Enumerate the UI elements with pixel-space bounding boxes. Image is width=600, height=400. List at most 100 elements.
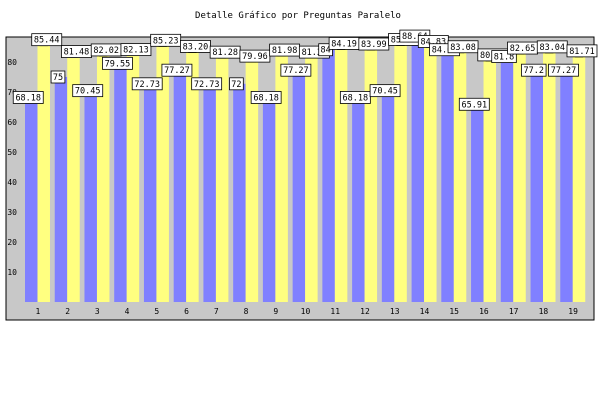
data-label-b-4: 82.13: [120, 43, 152, 57]
bar-a-14: [411, 36, 425, 303]
x-axis-ticks: 1 2 3 4 5 6 7 8 9 10 11 12 13 14 15 16 17 18 19: [35, 307, 578, 316]
svg-text:70.45: 70.45: [372, 87, 398, 97]
y-tick-label: 50: [7, 148, 17, 157]
data-label-a-5: 72.73: [131, 77, 163, 91]
bar-b-11: [334, 49, 348, 303]
y-tick-label: 40: [7, 178, 17, 187]
bar-a-13: [381, 90, 395, 303]
bar-b-9: [275, 56, 288, 303]
bar-a-15: [441, 49, 454, 303]
bar-a-12: [352, 97, 365, 303]
x-tick-label-16: 16: [479, 307, 489, 316]
bar-a-4: [114, 63, 127, 302]
data-label-b-19: 81.71: [566, 44, 598, 58]
data-label-b-3: 82.02: [90, 43, 122, 57]
bar-b-19: [572, 56, 586, 303]
svg-text:79.96: 79.96: [242, 52, 268, 62]
bar-a-10: [292, 70, 306, 302]
bar-b-14: [424, 47, 437, 303]
data-label-a-6: 77.27: [161, 63, 193, 77]
bar-a-5: [143, 83, 157, 302]
svg-text:72: 72: [231, 80, 241, 90]
bars: [25, 33, 586, 303]
x-tick-label-6: 6: [184, 307, 189, 316]
x-tick-label-15: 15: [449, 307, 459, 316]
data-label-a-16: 65.91: [458, 97, 490, 111]
data-label-a-8: 72: [229, 77, 244, 91]
data-label-b-2: 81.48: [61, 45, 92, 58]
data-label-a-3: 70.45: [72, 84, 104, 98]
svg-text:85.23: 85.23: [153, 36, 179, 46]
data-label-b-6: 83.20: [180, 40, 211, 53]
y-tick-label: 30: [7, 208, 17, 217]
x-tick-label-13: 13: [390, 307, 400, 316]
x-tick-label-17: 17: [509, 307, 519, 316]
data-label-b-7: 81.28: [209, 45, 241, 59]
data-label-b-9: 81.98: [269, 43, 301, 57]
bar-b-6: [186, 52, 199, 303]
bar-b-15: [453, 52, 467, 303]
data-label-b-15: 83.08: [447, 40, 479, 54]
chart-title: Detalle Gráfico por Preguntas Paralelo: [195, 11, 401, 21]
bar-a-11: [322, 49, 335, 303]
svg-text:77.27: 77.27: [283, 66, 309, 76]
x-tick-label-19: 19: [568, 307, 578, 316]
svg-text:84.63: 84.63: [432, 46, 458, 56]
data-label-a-4: 79.55: [102, 56, 133, 70]
bar-b-1: [37, 45, 50, 303]
bar-b-16: [483, 60, 497, 302]
svg-text:81.71: 81.71: [569, 47, 595, 57]
data-label-b-11: 84.19: [328, 37, 360, 50]
data-label-a-10: 77.27: [280, 63, 312, 77]
data-label-b-12: 83.99: [358, 37, 390, 51]
svg-text:81.48: 81.48: [64, 48, 90, 58]
svg-text:81.8: 81.8: [494, 53, 514, 63]
bar-a-9: [262, 97, 276, 303]
x-tick-label-5: 5: [154, 307, 159, 316]
data-label-b-5: 85.23: [150, 33, 182, 47]
data-labels: 68.18 85.44 75 81.48 70.45 82.02 79.55 82.13 72.…: [12, 29, 598, 111]
bar-a-2: [54, 77, 68, 302]
svg-text:84.19: 84.19: [331, 39, 357, 49]
bar-b-8: [245, 62, 259, 303]
data-label-a-18: 77.2: [521, 63, 547, 77]
x-tick-label-4: 4: [125, 307, 130, 316]
x-tick-label-2: 2: [65, 307, 70, 316]
bar-b-13: [394, 45, 407, 302]
svg-text:81.30: 81.30: [302, 48, 328, 58]
bar-a-18: [530, 70, 544, 302]
svg-text:77.27: 77.27: [551, 66, 577, 76]
data-label-a-2: 75: [50, 70, 66, 84]
bar-a-16: [471, 104, 484, 303]
bar-a-17: [500, 56, 514, 302]
svg-text:82.65: 82.65: [510, 44, 536, 54]
svg-text:82.13: 82.13: [123, 46, 149, 56]
y-tick-label: 70: [7, 88, 17, 97]
data-label-a-7: 72.73: [191, 77, 223, 91]
svg-text:68.18: 68.18: [15, 93, 41, 103]
svg-text:65.91: 65.91: [462, 100, 488, 110]
y-tick-label: 60: [7, 118, 17, 127]
svg-text:72.73: 72.73: [134, 80, 160, 90]
bar-a-1: [25, 97, 38, 303]
x-tick-label-1: 1: [35, 307, 40, 316]
x-tick-label-3: 3: [95, 307, 100, 316]
svg-text:77.2: 77.2: [524, 66, 544, 76]
data-label-a-12: 68.18: [339, 91, 371, 104]
svg-text:68.18: 68.18: [253, 93, 279, 103]
bar-b-4: [126, 55, 140, 302]
bar-b-18: [543, 52, 556, 302]
x-tick-label-14: 14: [420, 307, 430, 316]
bar-a-3: [84, 90, 97, 303]
bar-b-17: [513, 54, 526, 302]
data-label-a-9: 68.18: [250, 91, 282, 104]
svg-text:81.98: 81.98: [272, 46, 298, 56]
x-tick-label-8: 8: [244, 307, 249, 316]
svg-text:81.28: 81.28: [212, 48, 238, 58]
data-label-b-8: 79.96: [239, 49, 271, 63]
svg-text:83.99: 83.99: [361, 40, 387, 50]
x-tick-label-7: 7: [214, 307, 219, 316]
y-tick-label: 80: [7, 58, 17, 67]
bar-b-3: [96, 55, 110, 302]
